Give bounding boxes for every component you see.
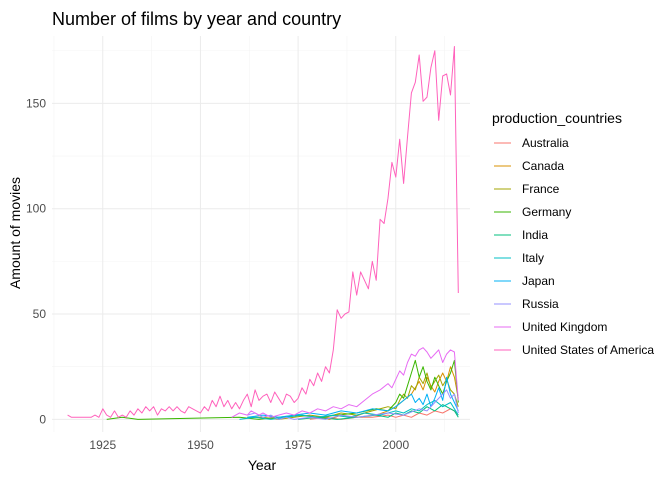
legend-label-france: France (522, 182, 560, 196)
legend-label-united-kingdom: United Kingdom (522, 320, 607, 334)
y-tick-label: 100 (26, 202, 46, 216)
chart-title: Number of films by year and country (52, 9, 341, 29)
legend-title: production_countries (492, 110, 622, 126)
legend-label-united-states-of-america: United States of America (522, 343, 654, 357)
series-line-united-states-of-america (67, 46, 459, 418)
series-line-united-kingdom (231, 347, 459, 418)
series-line-russia (247, 389, 459, 420)
series-line-france (247, 372, 459, 420)
legend-label-canada: Canada (522, 159, 564, 173)
x-tick-label: 2000 (382, 438, 409, 452)
legend-label-india: India (522, 228, 548, 242)
y-tick-label: 50 (33, 307, 47, 321)
x-tick-label: 1950 (187, 438, 214, 452)
y-axis-ticks: 0 50 100 150 (26, 96, 46, 426)
y-tick-label: 150 (26, 96, 46, 110)
legend: production_countries Australia Canada Fran… (492, 110, 654, 357)
legend-label-germany: Germany (522, 205, 571, 219)
x-axis-ticks: 1925 1950 1975 2000 (89, 438, 409, 452)
legend-label-japan: Japan (522, 274, 555, 288)
series-layer (67, 46, 459, 420)
y-tick-label: 0 (39, 412, 46, 426)
x-axis-title: Year (248, 457, 277, 473)
x-tick-label: 1975 (285, 438, 312, 452)
x-tick-label: 1925 (89, 438, 116, 452)
legend-label-australia: Australia (522, 136, 569, 150)
y-axis-title: Amount of movies (7, 177, 23, 289)
plot-grid (52, 36, 470, 432)
legend-label-russia: Russia (522, 297, 559, 311)
series-line-germany (106, 359, 459, 420)
legend-label-italy: Italy (522, 251, 544, 265)
